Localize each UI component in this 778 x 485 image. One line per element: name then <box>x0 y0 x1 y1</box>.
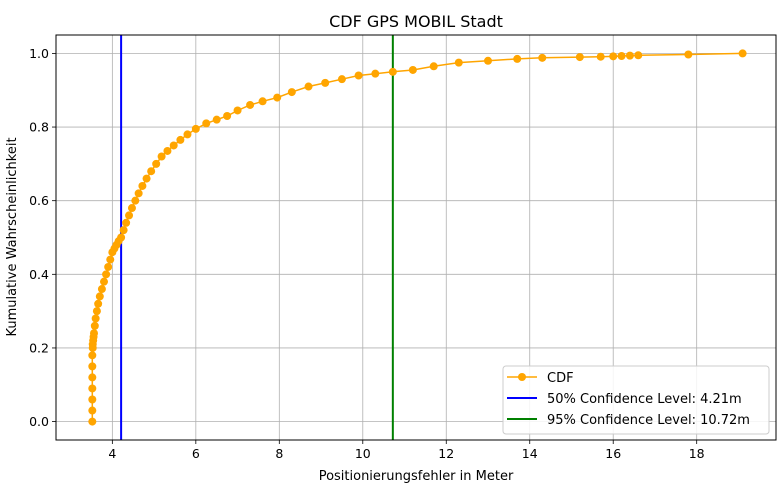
cdf-point <box>88 362 97 371</box>
x-axis-ticks: 4 6 8 10 12 14 16 18 <box>108 440 705 461</box>
cdf-point <box>152 159 161 168</box>
legend-box <box>502 365 770 435</box>
legend-label-50: 50% Confidence Level: 4.21m <box>547 392 742 407</box>
cdf-point <box>147 167 156 176</box>
cdf-point <box>127 204 136 213</box>
cdf-point <box>738 49 747 58</box>
cdf-point <box>233 106 242 115</box>
cdf-point <box>575 53 584 62</box>
x-tick-label: 18 <box>689 446 705 461</box>
cdf-point <box>513 54 522 63</box>
x-tick-label: 14 <box>522 446 538 461</box>
y-tick-label: 0.2 <box>29 340 49 355</box>
cdf-point <box>429 62 438 71</box>
cdf-point <box>625 51 634 60</box>
x-axis-label: Positionierungsfehler in Meter <box>319 469 514 484</box>
cdf-point <box>88 351 97 360</box>
cdf-point <box>95 292 104 301</box>
cdf-point <box>304 82 313 91</box>
cdf-point <box>371 69 380 78</box>
cdf-point <box>88 395 97 404</box>
cdf-series <box>88 49 747 426</box>
x-tick-label: 16 <box>605 446 621 461</box>
y-axis-label: Kumulative Wahrscheinlichkeit <box>5 137 20 336</box>
cdf-point <box>102 270 111 279</box>
grid <box>56 35 776 440</box>
cdf-point <box>92 307 101 316</box>
chart-title: CDF GPS MOBIL Stadt <box>329 12 503 31</box>
cdf-point <box>408 65 417 74</box>
y-axis-ticks: 0.0 0.2 0.4 0.6 0.8 1.0 <box>29 46 56 429</box>
y-tick-label: 0.8 <box>29 120 49 135</box>
cdf-point <box>94 299 103 308</box>
cdf-point <box>287 88 296 97</box>
cdf-point <box>169 141 178 150</box>
cdf-point <box>634 51 643 60</box>
cdf-point <box>354 71 363 80</box>
cdf-point <box>97 285 106 294</box>
cdf-point <box>258 97 267 106</box>
x-tick-label: 4 <box>108 446 116 461</box>
y-tick-label: 0.0 <box>29 414 49 429</box>
cdf-point <box>119 226 128 235</box>
cdf-point <box>157 152 166 161</box>
x-tick-label: 6 <box>192 446 200 461</box>
legend-label-cdf: CDF <box>547 371 574 386</box>
cdf-point <box>321 78 330 87</box>
cdf-point <box>88 417 97 426</box>
cdf-point <box>454 58 463 67</box>
y-tick-label: 0.4 <box>29 267 49 282</box>
cdf-point <box>223 112 232 120</box>
cdf-point <box>88 406 97 415</box>
cdf-point <box>122 218 131 227</box>
plot-frame <box>55 34 777 441</box>
cdf-point <box>596 52 605 61</box>
cdf-point <box>125 211 134 220</box>
legend-label-95: 95% Confidence Level: 10.72m <box>547 413 750 428</box>
cdf-point <box>617 51 626 60</box>
x-tick-label: 10 <box>355 446 371 461</box>
cdf-point <box>134 189 143 198</box>
cdf-point <box>91 314 100 323</box>
cdf-point <box>89 329 98 338</box>
cdf-point <box>212 115 221 124</box>
cdf-point <box>183 130 192 139</box>
cdf-point <box>163 146 172 155</box>
cdf-point <box>191 124 200 133</box>
cdf-point <box>88 373 97 382</box>
cdf-point <box>176 135 185 144</box>
cdf-point <box>131 196 140 205</box>
cdf-point <box>88 384 97 393</box>
cdf-point <box>388 67 397 76</box>
cdf-point <box>684 50 693 59</box>
legend-marker-cdf <box>518 373 526 381</box>
cdf-point <box>337 75 346 84</box>
x-tick-label: 12 <box>438 446 454 461</box>
cdf-point <box>484 56 492 65</box>
confidence-lines <box>120 35 394 440</box>
legend: CDF 50% Confidence Level: 4.21m 95% Conf… <box>502 365 770 435</box>
cdf-point <box>273 93 282 102</box>
cdf-point <box>202 119 211 128</box>
cdf-point <box>138 181 147 190</box>
cdf-point <box>538 53 547 62</box>
y-tick-label: 1.0 <box>29 46 49 61</box>
cdf-point <box>90 321 99 330</box>
cdf-point <box>100 277 108 286</box>
y-tick-label: 0.6 <box>29 193 49 208</box>
x-tick-label: 8 <box>275 446 283 461</box>
cdf-point <box>246 100 255 109</box>
cdf-point <box>106 255 115 264</box>
cdf-point <box>117 233 126 242</box>
cdf-point <box>104 262 113 271</box>
cdf-point <box>609 52 618 61</box>
cdf-point <box>142 174 151 183</box>
